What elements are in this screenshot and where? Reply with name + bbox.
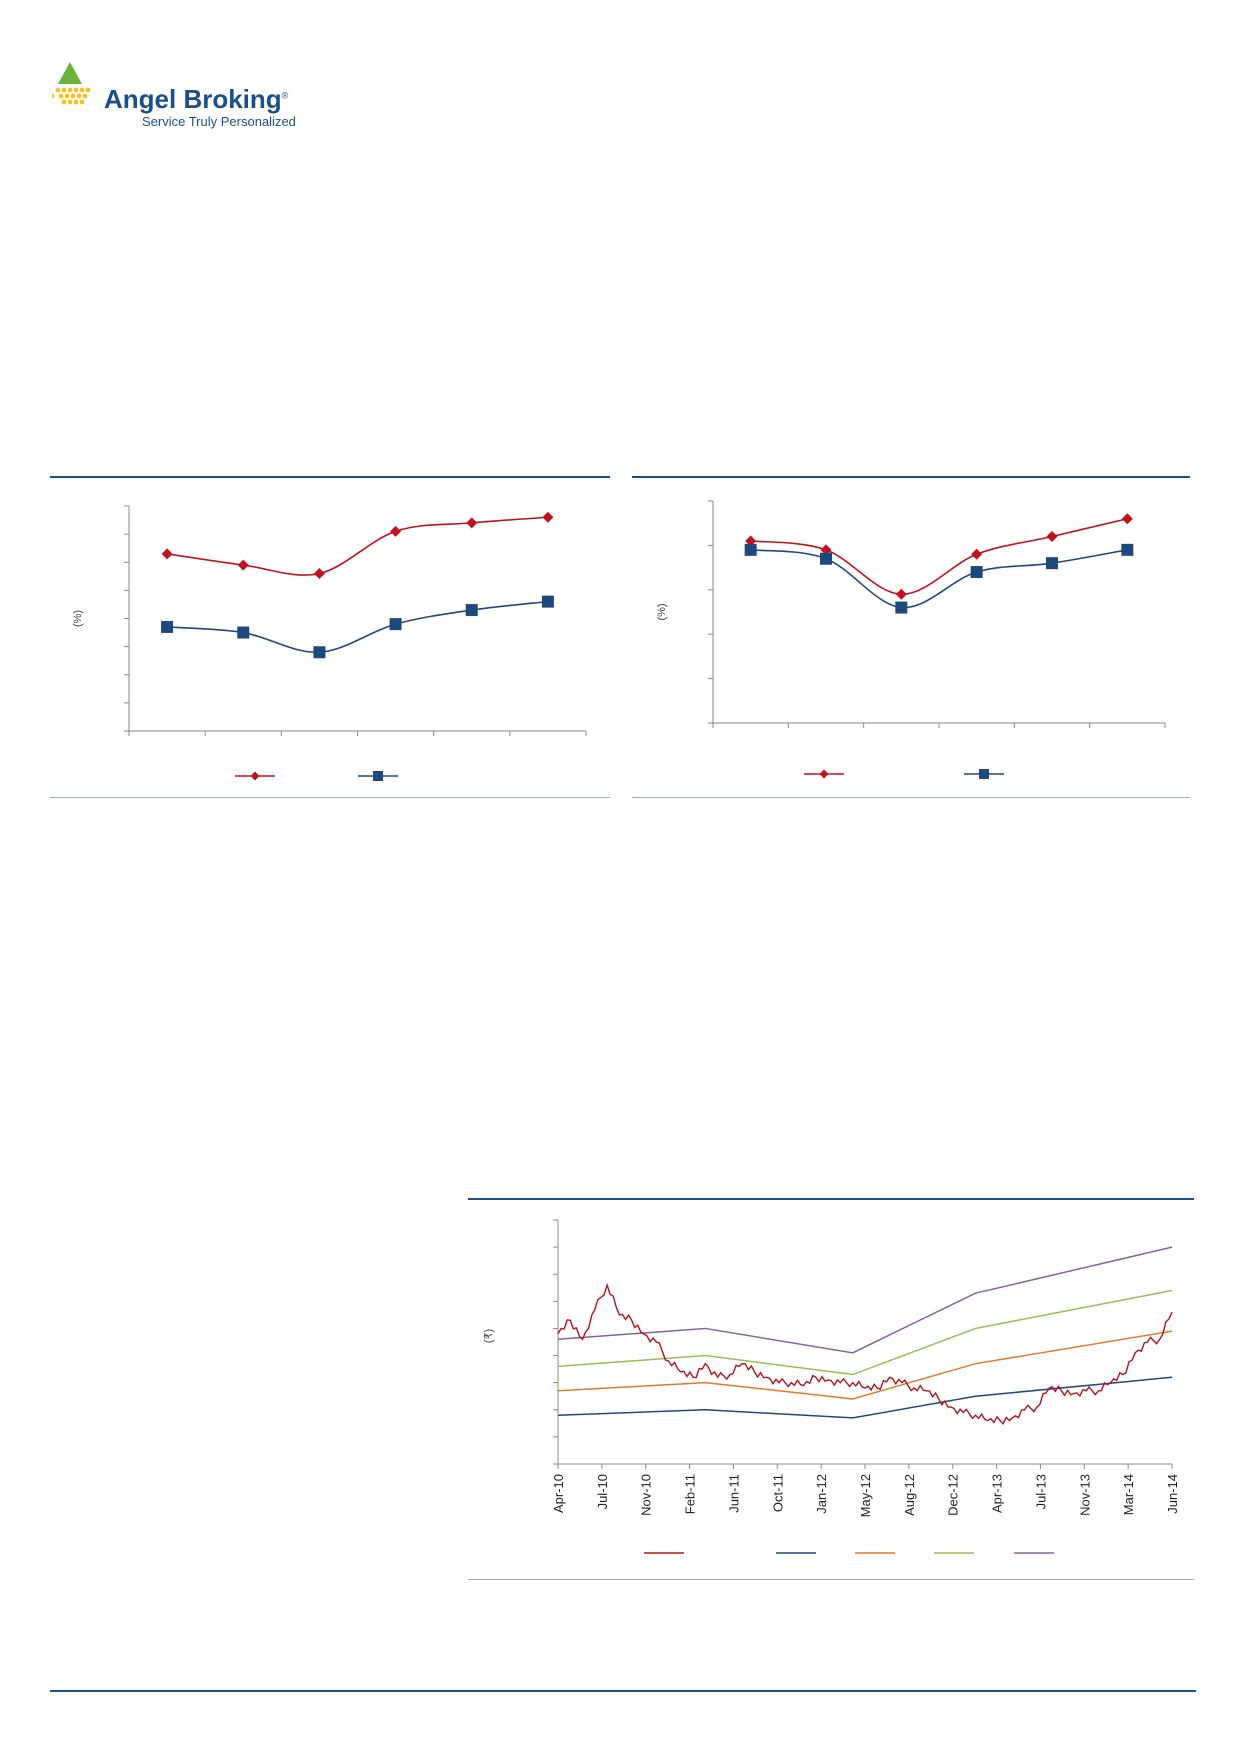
legend-marker-square — [373, 771, 383, 781]
y-axis-label: (%) — [656, 603, 668, 620]
panel-top-rule — [632, 476, 1190, 478]
x-tick-label: Nov-10 — [639, 1474, 654, 1516]
data-point-diamond — [895, 588, 907, 600]
legend-marker-square — [979, 769, 989, 779]
series-line-1 — [750, 517, 1128, 596]
data-point-diamond — [820, 544, 832, 556]
band-line-4 — [557, 1246, 1173, 1354]
footer-rule — [50, 1690, 1196, 1692]
data-point-diamond — [1121, 513, 1133, 525]
panel-top-rule — [468, 1198, 1194, 1200]
x-tick-label: Oct-11 — [770, 1474, 785, 1512]
y-axis-label: (₹) — [483, 1329, 495, 1343]
data-point-diamond — [237, 559, 249, 571]
chart-panel-1: (%) — [50, 476, 610, 798]
data-point-diamond — [745, 535, 757, 547]
x-tick-label: Aug-12 — [902, 1474, 917, 1516]
x-tick-label: Jan-12 — [814, 1474, 829, 1514]
band-line-1 — [557, 1376, 1173, 1419]
brand-tagline: Service Truly Personalized — [142, 114, 296, 129]
panel-bottom-rule — [468, 1579, 1194, 1580]
chart-panel-3: (₹) Apr-10 Jul-10 Nov-10 Feb-11 Jun-11 Oct-11 J… — [468, 1198, 1194, 1580]
data-point-square — [161, 620, 174, 633]
band-line-3 — [557, 1289, 1173, 1376]
legend-marker-diamond — [250, 771, 260, 781]
x-tick-label: Jul-13 — [1033, 1474, 1048, 1509]
data-point-square — [313, 646, 326, 659]
data-point-square — [744, 543, 757, 556]
x-tick-label: Mar-14 — [1121, 1474, 1136, 1515]
data-point-square — [895, 601, 908, 614]
y-axis-label: (%) — [72, 610, 84, 627]
band-line-2 — [557, 1330, 1173, 1400]
data-point-square — [820, 552, 832, 565]
data-point-diamond — [971, 548, 983, 560]
legend-marker-diamond — [819, 769, 829, 779]
data-point-square — [237, 626, 250, 639]
data-point-square — [1121, 543, 1134, 556]
chart-panel-2: (%) — [632, 476, 1190, 798]
line-chart-2: (%) — [656, 500, 1166, 779]
x-tick-label: May-12 — [858, 1474, 873, 1517]
panel-bottom-rule — [50, 797, 610, 798]
x-tick-label: Feb-11 — [683, 1474, 698, 1514]
panel-top-rule — [50, 476, 610, 478]
data-point-diamond — [313, 568, 325, 579]
series-line-2 — [167, 600, 549, 654]
x-tick-label: Jun-14 — [1165, 1474, 1180, 1514]
x-tick-label: Jul-10 — [595, 1474, 610, 1509]
line-chart-1: (%) — [72, 505, 587, 781]
angel-broking-logo: Angel Broking® Service Truly Personalize… — [49, 62, 302, 132]
data-point-diamond — [390, 525, 402, 537]
panel-bottom-rule — [632, 797, 1190, 798]
x-tick-label: Apr-13 — [990, 1474, 1005, 1513]
data-point-diamond — [542, 511, 554, 523]
data-point-square — [1046, 557, 1058, 570]
data-point-diamond — [466, 517, 478, 529]
x-tick-label: Apr-10 — [551, 1474, 566, 1513]
price-band-chart: (₹) Apr-10 Jul-10 Nov-10 Feb-11 Jun-11 Oct-11 J… — [483, 1219, 1180, 1554]
brand-name: Angel Broking® — [104, 84, 289, 114]
data-point-square — [389, 618, 402, 631]
data-point-square — [465, 604, 478, 617]
data-point-diamond — [1046, 531, 1058, 543]
pyramid-logo-icon — [49, 62, 91, 105]
price-line — [557, 1282, 1173, 1425]
x-tick-label: Jun-11 — [726, 1474, 741, 1513]
x-tick-label: Dec-12 — [946, 1474, 961, 1516]
x-tick-label: Nov-13 — [1077, 1474, 1092, 1516]
data-point-square — [541, 595, 554, 608]
data-point-square — [970, 566, 983, 579]
series-line-1 — [166, 516, 548, 576]
data-point-diamond — [161, 548, 173, 560]
